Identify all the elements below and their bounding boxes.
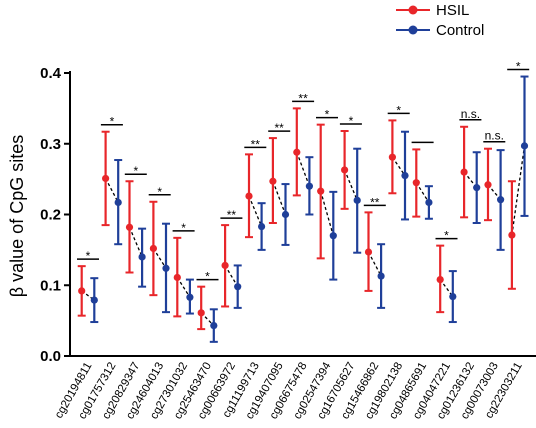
- control-point: [329, 232, 337, 240]
- significance-label: **: [227, 208, 237, 222]
- pair-connector: [248, 195, 263, 227]
- pair-connector: [128, 226, 143, 258]
- significance-label: *: [444, 229, 449, 243]
- control-point: [234, 283, 242, 291]
- control-point: [425, 198, 433, 207]
- significance-label: *: [133, 164, 138, 178]
- hsil-point: [197, 309, 205, 317]
- pair-connector: [176, 277, 191, 298]
- legend: HSIL Control: [396, 2, 484, 39]
- significance-label: **: [275, 121, 285, 135]
- control-point: [114, 198, 122, 207]
- hsil-point: [173, 273, 181, 282]
- data-marks: [77, 75, 529, 343]
- control-point: [281, 210, 290, 219]
- significance-label: n.s.: [485, 129, 504, 143]
- legend-marker-control: [408, 25, 418, 35]
- hsil-point: [341, 166, 349, 174]
- hsil-point: [484, 181, 492, 189]
- hsil-point: [149, 244, 157, 253]
- legend-label-control: Control: [436, 22, 484, 39]
- control-point: [258, 222, 266, 231]
- legend-label-hsil: HSIL: [436, 2, 469, 19]
- pair-connector: [296, 152, 311, 187]
- pair-connector: [415, 182, 430, 203]
- hsil-point: [317, 187, 325, 195]
- pair-connector: [105, 178, 119, 203]
- y-tick-label: 0.3: [40, 136, 61, 153]
- y-tick-label: 0.4: [40, 65, 62, 82]
- hsil-point: [245, 192, 253, 200]
- category-labels: cg20194811cg01757312cg20829347cg24604013…: [53, 360, 525, 421]
- y-tick-label: 0.1: [40, 277, 61, 294]
- significance-label: *: [86, 249, 91, 263]
- pair-connector: [272, 181, 287, 215]
- control-point: [138, 253, 146, 261]
- hsil-point: [102, 174, 110, 183]
- y-axis-label: β value of CpG sites: [7, 135, 27, 297]
- hsil-point: [269, 177, 277, 185]
- hsil-point: [364, 248, 373, 256]
- control-point: [90, 296, 98, 304]
- significance-label: *: [396, 103, 401, 117]
- hsil-point: [508, 231, 516, 239]
- hsil-point: [221, 261, 229, 270]
- hsil-point: [125, 223, 134, 231]
- hsil-point: [78, 287, 86, 295]
- y-ticks: 0.0 0.1 0.2 0.3 0.4: [40, 65, 70, 365]
- pair-connector: [391, 156, 406, 176]
- control-point: [497, 196, 505, 204]
- hsil-point: [293, 148, 301, 156]
- significance-label: *: [157, 185, 162, 199]
- significance-label: *: [110, 115, 115, 129]
- significance-label: **: [370, 195, 380, 209]
- significance-label: *: [349, 114, 354, 128]
- control-point: [186, 293, 194, 301]
- control-point: [353, 196, 361, 204]
- significance-label: *: [181, 221, 186, 235]
- control-point: [449, 292, 457, 301]
- significance-label: *: [516, 60, 521, 74]
- control-point: [520, 142, 529, 150]
- control-point: [401, 171, 409, 180]
- significance-label: *: [205, 270, 210, 284]
- pair-connector: [367, 251, 382, 277]
- pair-connector: [320, 190, 334, 236]
- significance-label: n.s.: [461, 107, 480, 121]
- control-point: [210, 321, 218, 330]
- pair-connector: [152, 248, 167, 269]
- hsil-point: [436, 275, 444, 284]
- significance-annotations: *************** *****n.s.n.s.*: [77, 60, 530, 284]
- hsil-point: [460, 168, 468, 176]
- y-tick-label: 0.0: [40, 348, 61, 365]
- significance-label: **: [298, 91, 308, 105]
- y-tick-label: 0.2: [40, 207, 61, 224]
- significance-label: **: [251, 137, 261, 151]
- hsil-point: [388, 153, 396, 161]
- pair-connector: [343, 169, 358, 201]
- control-point: [305, 182, 313, 190]
- pair-connector: [511, 145, 526, 236]
- control-point: [162, 264, 170, 272]
- hsil-point: [412, 179, 420, 187]
- legend-marker-hsil: [408, 5, 418, 15]
- control-point: [473, 184, 481, 192]
- control-point: [377, 272, 385, 280]
- pair-connector: [224, 265, 239, 287]
- significance-label: *: [325, 108, 330, 122]
